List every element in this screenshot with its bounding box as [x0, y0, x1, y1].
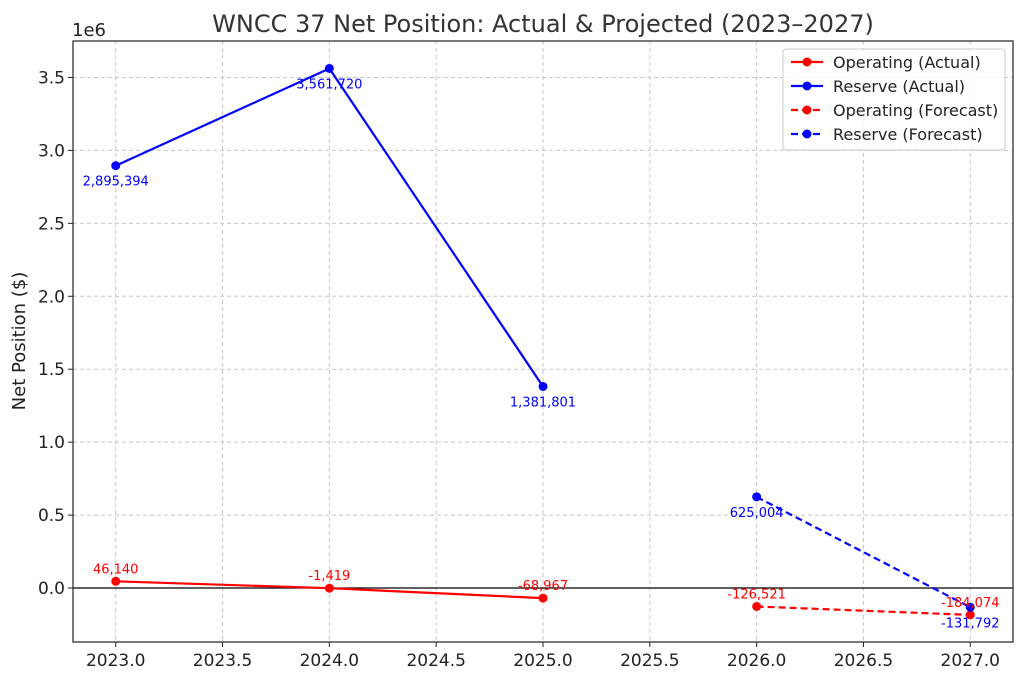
- data-point: [538, 381, 548, 391]
- legend-marker: [802, 129, 812, 139]
- legend-marker: [802, 57, 812, 67]
- x-tick-label: 2024.5: [406, 651, 465, 671]
- y-tick-label: 3.0: [38, 141, 65, 161]
- legend-label: Operating (Forecast): [833, 101, 998, 120]
- data-point: [965, 602, 975, 612]
- y-tick-label: 1.5: [38, 360, 65, 380]
- legend: Operating (Actual) Reserve (Actual) Operat…: [782, 48, 1006, 151]
- series-line: [756, 495, 971, 609]
- data-label: 625,004: [730, 506, 784, 521]
- legend-label: Operating (Actual): [833, 53, 981, 72]
- data-label: -184,074: [941, 596, 999, 611]
- data-label: 2,895,394: [83, 175, 149, 190]
- data-label: -131,792: [941, 616, 999, 631]
- legend-marker: [802, 81, 812, 91]
- data-label: 3,561,720: [296, 77, 362, 92]
- y-axis-offset-label: 1e6: [72, 20, 106, 41]
- x-tick-label: 2023.5: [193, 651, 252, 671]
- legend-box: [782, 48, 1006, 151]
- data-point: [324, 583, 334, 593]
- y-tick-label: 1.0: [38, 433, 65, 453]
- x-tick-label: 2023.0: [86, 651, 145, 671]
- data-point: [324, 63, 334, 73]
- legend-marker: [802, 105, 812, 115]
- y-tick-label: 2.0: [38, 287, 65, 307]
- x-tick-label: 2026.0: [727, 651, 786, 671]
- legend-label: Reserve (Forecast): [833, 125, 983, 144]
- data-point: [965, 610, 975, 620]
- data-label: -1,419: [308, 569, 350, 584]
- data-point: [111, 161, 121, 171]
- series-layer: [111, 63, 975, 620]
- chart-title: WNCC 37 Net Position: Actual & Projected…: [212, 10, 874, 38]
- data-point: [538, 593, 548, 603]
- data-labels: 46,140 -1,419 -68,967 2,895,394 3,561,720 1,3…: [83, 77, 1000, 631]
- data-point: [752, 492, 762, 502]
- y-tick-label: 0.0: [38, 579, 65, 599]
- data-label: 1,381,801: [510, 395, 576, 410]
- legend-label: Reserve (Actual): [833, 77, 965, 96]
- y-tick-label: 3.5: [38, 68, 65, 88]
- x-tick-label: 2025.0: [513, 651, 572, 671]
- data-label: -68,967: [518, 579, 568, 594]
- x-tick-label: 2024.0: [300, 651, 359, 671]
- y-axis-label: Net Position ($): [9, 272, 30, 411]
- series-line: [756, 605, 971, 616]
- axis-ticks: 2023.0 2023.5 2024.0 2024.5 2025.0 2025.5 2026…: [38, 68, 1000, 671]
- y-tick-label: 0.5: [38, 506, 65, 526]
- data-point: [111, 576, 121, 586]
- x-tick-label: 2025.5: [620, 651, 679, 671]
- y-tick-label: 2.5: [38, 214, 65, 234]
- data-point: [752, 601, 762, 611]
- x-tick-label: 2027.0: [941, 651, 1000, 671]
- data-label: -126,521: [727, 587, 785, 602]
- x-tick-label: 2026.5: [834, 651, 893, 671]
- data-label: 46,140: [93, 562, 139, 577]
